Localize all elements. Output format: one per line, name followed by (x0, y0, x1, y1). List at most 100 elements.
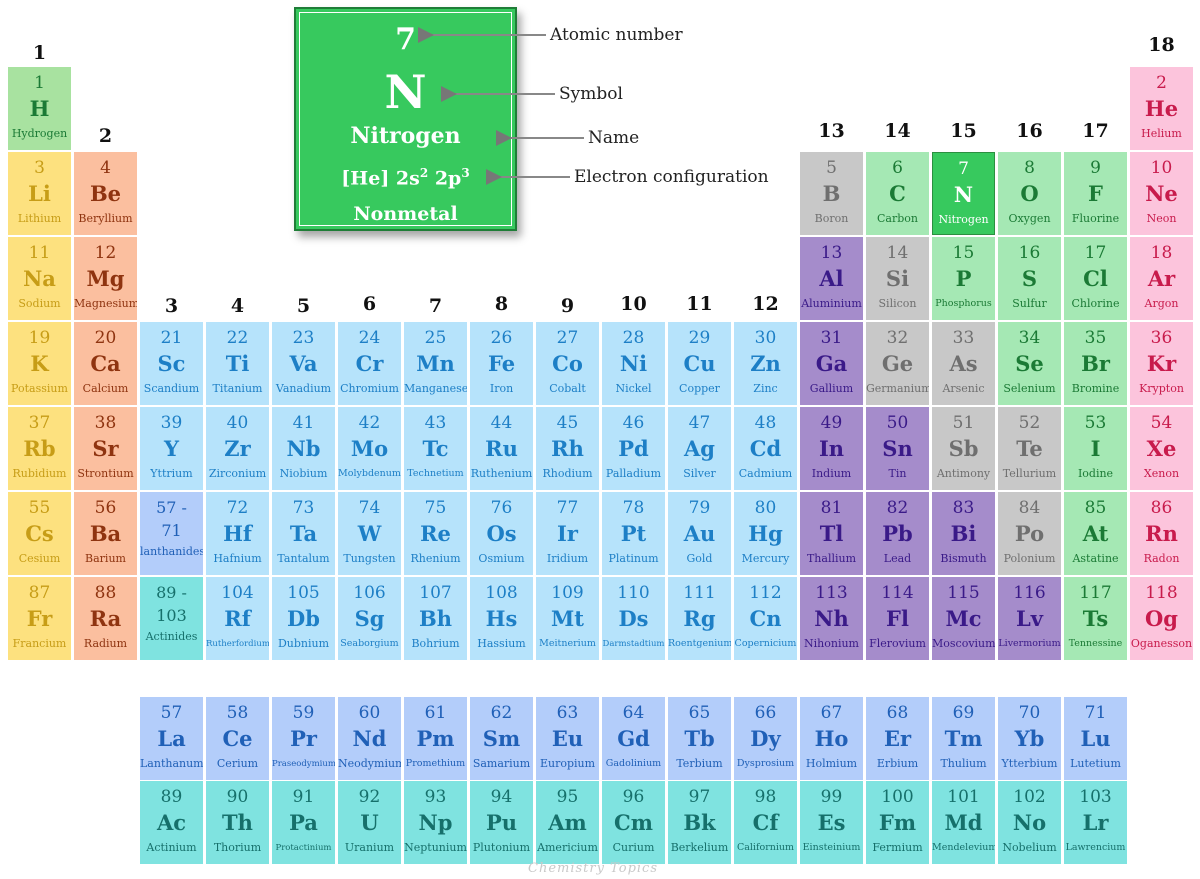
element-cell-b: 5 B Boron (800, 152, 863, 235)
element-cell-sn: 50 Sn Tin (866, 407, 929, 490)
group-label-11: 11 (686, 293, 713, 315)
atomic-number: 109 (551, 583, 584, 603)
element-name: Polonium (1003, 552, 1056, 565)
element-cell-as: 33 As Arsenic (932, 322, 995, 405)
element-symbol: Ir (557, 521, 578, 546)
element-name: Oxygen (1008, 212, 1051, 225)
element-name: Osmium (478, 552, 525, 565)
element-symbol: Es (817, 810, 846, 835)
element-cell-pm: 61 Pm Promethium (404, 697, 467, 780)
element-symbol: Rg (683, 606, 716, 631)
element-symbol: Mo (350, 436, 389, 461)
element-name: Fermium (872, 841, 923, 854)
element-symbol: Fe (487, 351, 516, 376)
element-name: Phosphorus (935, 298, 992, 309)
atomic-number: 54 (1150, 413, 1173, 433)
element-symbol: Rh (551, 436, 584, 461)
element-name: Tungsten (343, 552, 396, 565)
atomic-number: 79 (688, 498, 711, 518)
atomic-number: 106 (353, 583, 386, 603)
atomic-number: 30 (754, 328, 777, 348)
element-name: Lead (883, 552, 912, 565)
atomic-number: 28 (622, 328, 645, 348)
element-cell-pr: 59 Pr Praseodymium (272, 697, 335, 780)
atomic-number: 107 (419, 583, 452, 603)
element-cell-h: 1 H Hydrogen (8, 67, 71, 150)
element-name: Tantalum (277, 552, 330, 565)
atomic-number: 9 (1090, 158, 1101, 178)
element-symbol: Tc (422, 436, 449, 461)
element-name: Molybdenum (338, 468, 401, 479)
element-symbol: Sb (948, 436, 979, 461)
element-name: Rubidium (12, 467, 67, 480)
element-cell-ge: 32 Ge Germanium (866, 322, 929, 405)
atomic-number: 92 (358, 787, 381, 807)
element-name: Zinc (753, 382, 778, 395)
element-cell-lr: 103 Lr Lawrencium (1064, 781, 1127, 864)
element-cell-am: 95 Am Americium (536, 781, 599, 864)
element-symbol: Rb (23, 436, 56, 461)
element-cell-p: 15 P Phosphorus (932, 237, 995, 320)
group-label-2: 2 (98, 125, 113, 147)
atomic-number: 24 (358, 328, 381, 348)
atomic-number: 114 (881, 583, 914, 603)
element-name: Europium (539, 757, 596, 770)
element-symbol: Db (287, 606, 320, 631)
atomic-number: 29 (688, 328, 711, 348)
element-cell-cs: 55 Cs Cesium (8, 492, 71, 575)
element-symbol: Pd (618, 436, 649, 461)
atomic-number: 46 (622, 413, 645, 433)
element-symbol: K (30, 351, 49, 376)
element-name: Magnesium (74, 297, 137, 310)
element-symbol: P (955, 266, 972, 291)
element-cell-br: 35 Br Bromine (1064, 322, 1127, 405)
element-symbol: Xe (1146, 436, 1177, 461)
element-name: Manganese (404, 382, 467, 395)
element-name: Ruthenium (470, 467, 533, 480)
element-name: Roentgenium (668, 638, 731, 649)
atomic-number: 35 (1084, 328, 1107, 348)
element-cell-bh: 107 Bh Bohrium (404, 577, 467, 660)
element-cell-yb: 70 Yb Ytterbium (998, 697, 1061, 780)
element-name: Cobalt (549, 382, 586, 395)
element-name: Carbon (877, 212, 918, 225)
atomic-number: 118 (1145, 583, 1178, 603)
element-name: Calcium (82, 382, 129, 395)
group-label-3: 3 (164, 295, 179, 317)
element-name: Einsteinium (802, 842, 861, 853)
legend-element-card: 7 N Nitrogen [He] 2s2 2p3 Nonmetal (294, 7, 517, 231)
config-p-superscript: 3 (461, 166, 470, 180)
watermark: Chemistry Topics (528, 861, 659, 876)
element-name: Tennessine (1068, 638, 1123, 649)
callout-symbol: Symbol (559, 84, 623, 104)
element-name: Dubnium (277, 637, 330, 650)
atomic-number: 26 (490, 328, 513, 348)
element-name: Erbium (876, 757, 919, 770)
atomic-number: 98 (754, 787, 777, 807)
atomic-number: 89 - (156, 583, 187, 602)
atomic-number: 62 (490, 703, 513, 723)
atomic-number: 6 (892, 158, 903, 178)
element-cell-pt: 78 Pt Platinum (602, 492, 665, 575)
element-cell-eu: 63 Eu Europium (536, 697, 599, 780)
element-symbol: Sr (92, 436, 119, 461)
element-symbol: Ni (619, 351, 648, 376)
element-symbol: Os (486, 521, 517, 546)
atomic-number: 43 (424, 413, 447, 433)
element-symbol: Po (1014, 521, 1045, 546)
element-name: Yttrium (150, 467, 193, 480)
legend-category: Nonmetal (353, 203, 458, 225)
group-label-17: 17 (1082, 120, 1109, 142)
element-cell-ir: 77 Ir Iridium (536, 492, 599, 575)
element-name: Strontium (77, 467, 134, 480)
element-symbol: Ra (89, 606, 122, 631)
atomic-number: 90 (226, 787, 249, 807)
element-symbol: W (357, 521, 382, 546)
element-cell-fl: 114 Fl Flerovium (866, 577, 929, 660)
atomic-number: 82 (886, 498, 909, 518)
element-name: Hassium (477, 637, 526, 650)
element-cell-n: 7 N Nitrogen (932, 152, 995, 235)
atomic-number: 100 (881, 787, 914, 807)
atomic-number: 17 (1084, 243, 1107, 263)
element-cell-w: 74 W Tungsten (338, 492, 401, 575)
